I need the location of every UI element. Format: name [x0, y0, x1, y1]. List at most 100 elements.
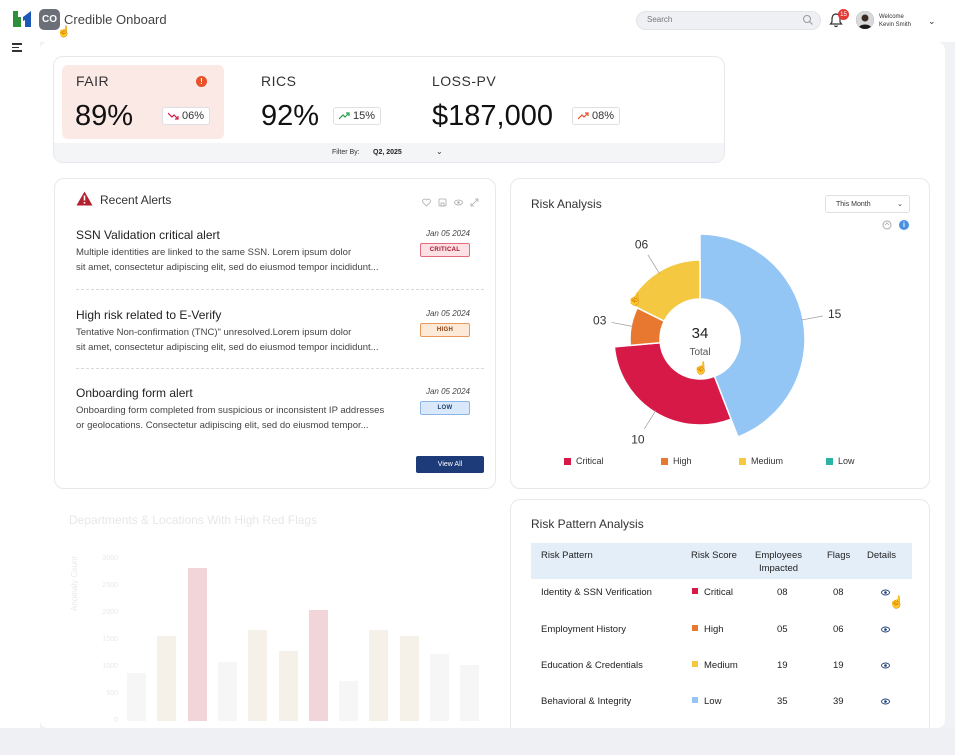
table-row[interactable]: Employment History High 05 06 — [511, 624, 929, 640]
search-icon[interactable] — [802, 14, 814, 26]
department-bar — [248, 630, 268, 721]
legend-swatch — [826, 457, 833, 465]
y-tick-label: 2000 — [102, 609, 118, 616]
eye-icon[interactable] — [454, 194, 463, 206]
legend-high[interactable]: High — [661, 456, 692, 466]
donut-slice-critical[interactable] — [613, 341, 733, 426]
avatar[interactable] — [856, 11, 874, 29]
card-tools — [422, 194, 479, 207]
search-input[interactable]: Search — [636, 11, 821, 30]
legend-medium[interactable]: Medium — [739, 456, 783, 466]
alert-title: High risk related to E-Verify — [76, 308, 222, 322]
user-greeting[interactable]: Welcome Kevin Smith — [879, 13, 911, 29]
filter-label: Filter By: — [332, 149, 360, 156]
y-tick-label: 2500 — [102, 582, 118, 589]
heart-icon[interactable] — [422, 194, 431, 207]
pointer-cursor-icon: ☝ — [694, 360, 709, 375]
view-all-button[interactable]: View All — [416, 456, 484, 473]
donut-hole — [660, 299, 740, 379]
kpi-card: FAIR ! 89% 06% RICS 92% 15% LOSS-PV $187… — [53, 56, 725, 163]
expand-icon[interactable] — [470, 194, 479, 207]
legend-swatch — [564, 457, 571, 465]
legend-low[interactable]: Low — [826, 456, 855, 466]
period-select[interactable]: This Month ⌄ — [825, 195, 910, 213]
save-icon[interactable] — [438, 194, 447, 207]
alert-date: Jan 05 2024 — [425, 387, 470, 396]
notification-badge: 15 — [838, 9, 849, 20]
pattern-cell: Behavioral & Integrity — [541, 696, 632, 707]
table-row[interactable]: Education & Credentials Medium 19 19 — [511, 660, 929, 676]
risk-score-cell: Low — [692, 696, 721, 707]
kpi-rics-trend-value: 15% — [353, 110, 376, 122]
y-tick-label: 1500 — [102, 636, 118, 643]
legend-label: Medium — [751, 456, 784, 466]
leader-line — [647, 254, 660, 274]
info-icon[interactable]: i — [899, 220, 909, 230]
departments-ylabel: Anomaly Count — [70, 556, 79, 611]
leader-line — [611, 322, 634, 327]
left-rail — [0, 42, 40, 755]
pointer-cursor-icon: ☝ — [57, 26, 71, 38]
recent-alerts-title: Recent Alerts — [100, 193, 172, 207]
y-tick-label: 1000 — [102, 663, 118, 670]
department-bar — [278, 651, 298, 721]
department-bar — [430, 654, 449, 721]
view-details-eye-icon[interactable] — [881, 588, 890, 597]
view-details-eye-icon[interactable] — [881, 625, 890, 634]
alert-description: Tentative Non-confirmation (TNC)" unreso… — [76, 325, 426, 355]
recent-alerts-card: Recent Alerts SSN Validation critical al… — [54, 178, 496, 489]
logo-icon[interactable] — [12, 9, 32, 29]
column-header-flags: Flags — [827, 550, 851, 561]
column-header-line: Impacted — [758, 563, 799, 574]
search-placeholder: Search — [647, 15, 673, 24]
y-tick-label: 0 — [114, 717, 118, 724]
table-row[interactable]: Identity & SSN Verification Critical 08 08 — [511, 587, 929, 603]
kpi-rics-value: 92% — [261, 100, 320, 132]
departments-title: Departments & Locations With High Red Fl… — [69, 513, 318, 527]
warning-icon — [76, 191, 93, 206]
department-bar — [399, 636, 419, 721]
legend-label: High — [673, 456, 692, 466]
department-bar — [127, 673, 146, 721]
department-bar — [308, 610, 328, 721]
chevron-down-icon[interactable]: ⌄ — [928, 16, 936, 26]
welcome-label: Welcome — [879, 14, 904, 20]
pointer-cursor-icon: ☝ — [889, 595, 904, 609]
risk-score-label: High — [704, 624, 724, 635]
alert-date: Jan 05 2024 — [425, 229, 470, 238]
alert-icon[interactable]: ! — [196, 76, 207, 87]
risk-score-cell: High — [692, 624, 724, 635]
table-row[interactable]: Behavioral & Integrity Low 35 39 — [511, 696, 929, 712]
alert-title: Onboarding form alert — [76, 386, 193, 400]
column-header-pattern: Risk Pattern — [541, 550, 593, 561]
y-tick-label: 500 — [106, 690, 118, 697]
risk-score-cell: Medium — [692, 660, 738, 671]
risk-score-swatch — [692, 625, 698, 631]
leader-line — [801, 315, 823, 321]
donut-data-label: 06 — [635, 238, 649, 252]
risk-donut-chart[interactable]: 15 10 03 06 34 Total ☝ ☝ — [511, 179, 930, 479]
filter-bar[interactable]: Filter By: Q2, 2025 ⌄ — [54, 143, 724, 162]
chevron-down-icon[interactable]: ⌄ — [436, 147, 443, 156]
refresh-icon[interactable] — [882, 220, 892, 230]
legend-swatch — [661, 457, 668, 465]
view-details-eye-icon[interactable] — [881, 697, 890, 706]
kpi-fair-trend-value: 06% — [182, 110, 205, 122]
view-details-eye-icon[interactable] — [881, 661, 890, 670]
flags-cell: 08 — [833, 587, 844, 598]
severity-badge-low: LOW — [420, 401, 470, 415]
legend-critical[interactable]: Critical — [564, 456, 604, 466]
risk-score-label: Medium — [704, 660, 738, 671]
filter-value[interactable]: Q2, 2025 — [373, 149, 402, 156]
flags-cell: 06 — [833, 624, 844, 635]
department-bar — [157, 636, 177, 721]
top-bar: CO Credible Onboard ☝ Search 15 Welcome … — [0, 0, 955, 42]
hamburger-menu-icon[interactable] — [12, 43, 22, 52]
pattern-cell: Identity & SSN Verification — [541, 587, 652, 598]
legend-label: Critical — [576, 456, 604, 466]
user-name: Kevin Smith — [879, 22, 912, 28]
legend-swatch — [739, 457, 746, 465]
severity-badge-high: HIGH — [420, 323, 470, 337]
table-header — [531, 543, 912, 579]
app-badge[interactable]: CO — [39, 9, 60, 30]
